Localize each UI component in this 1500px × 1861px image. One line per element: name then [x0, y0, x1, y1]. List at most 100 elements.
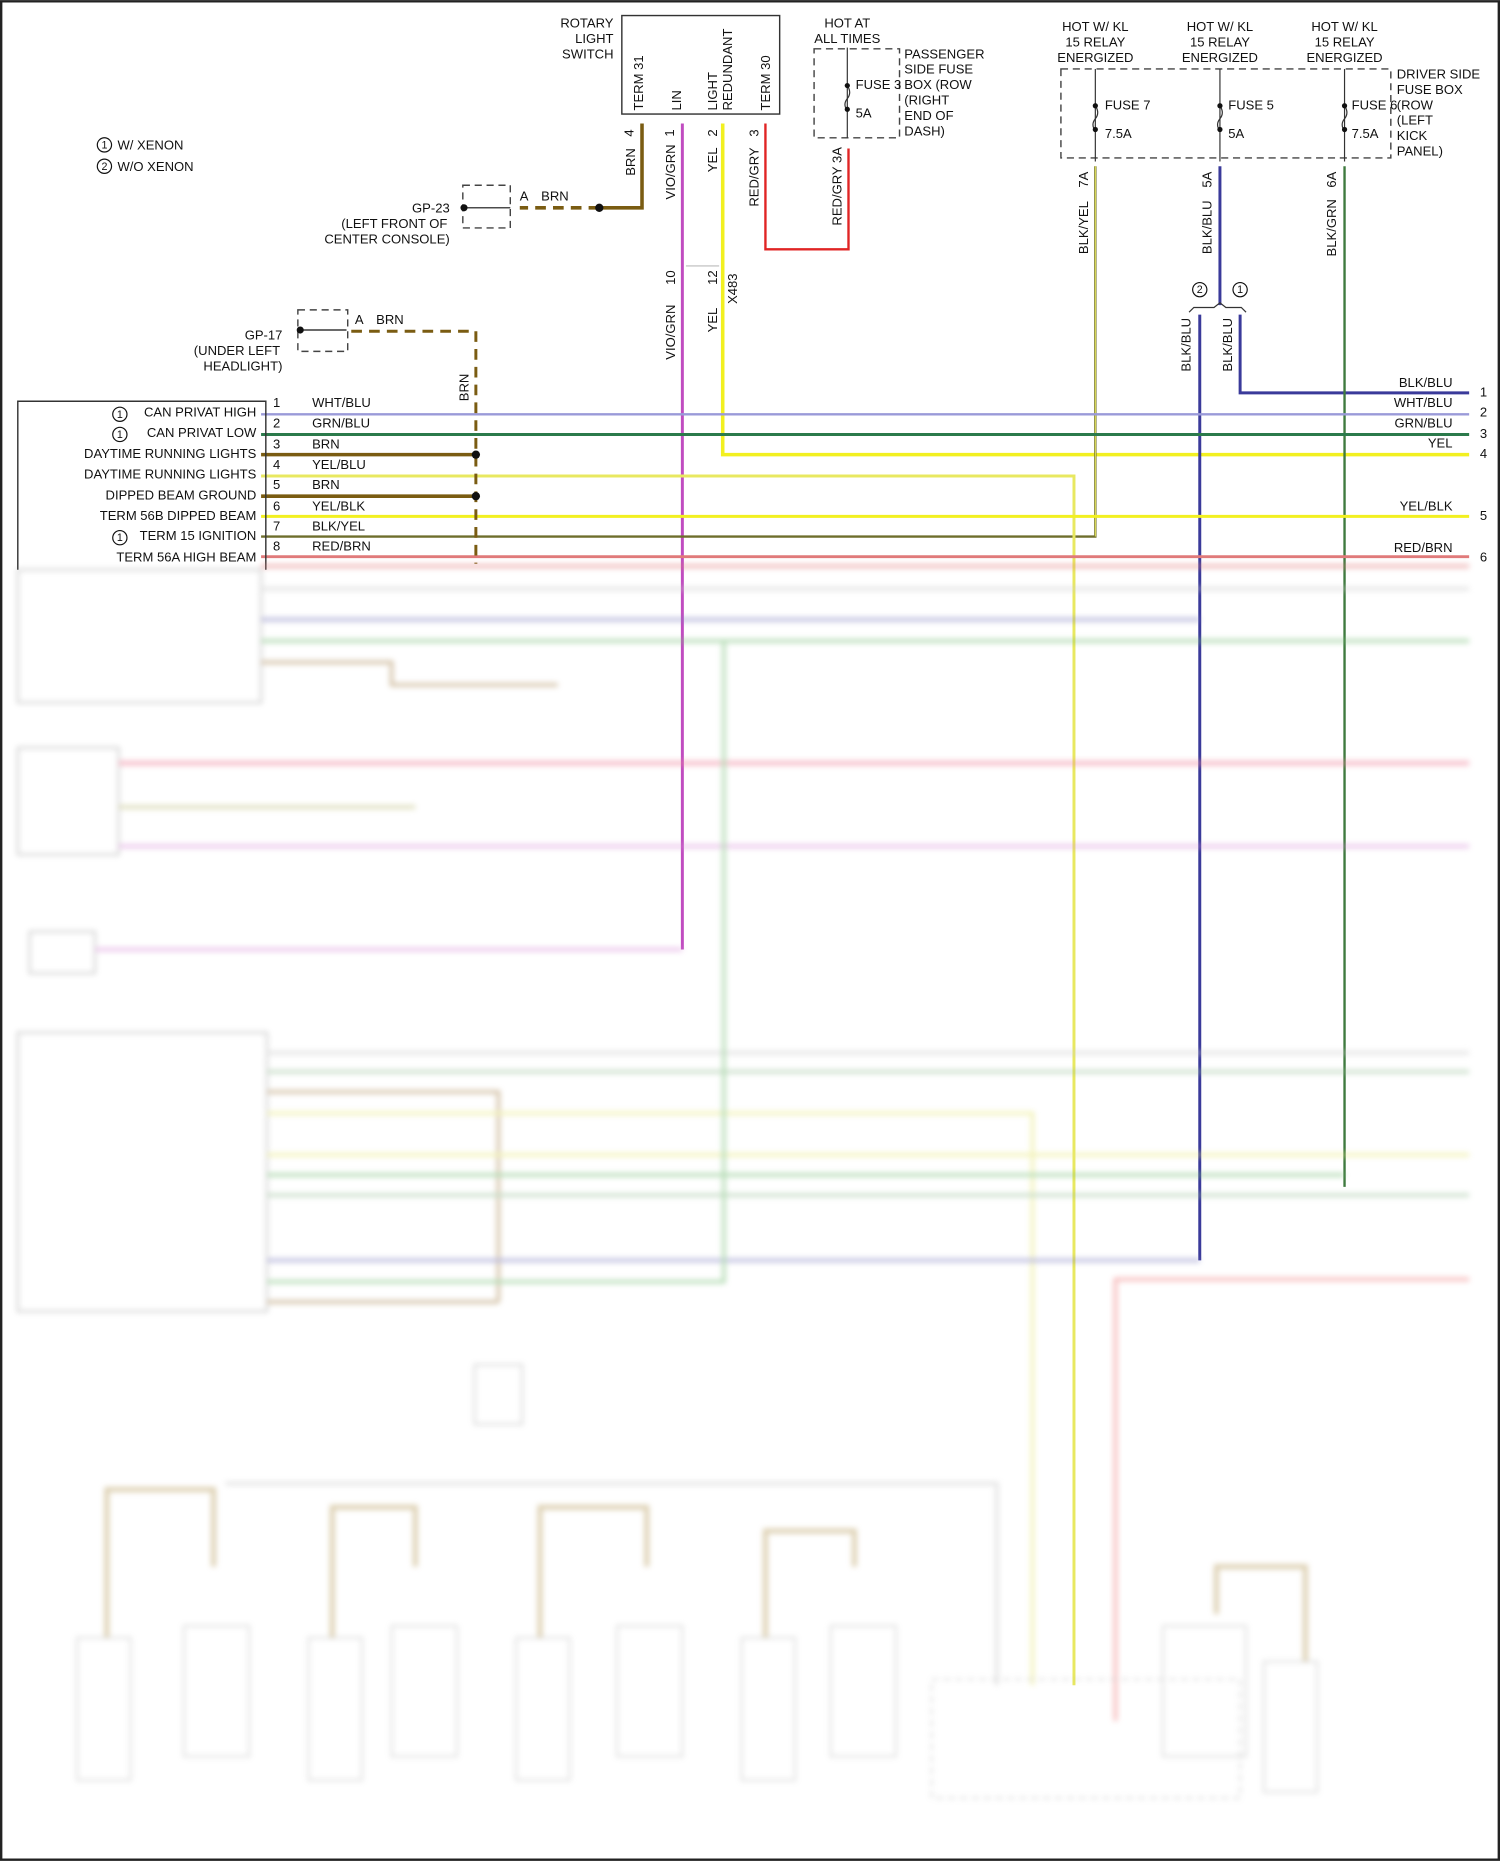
- blurred-component-box: [17, 747, 120, 856]
- left-pin-1: 1 CAN PRIVAT HIGH 1 WHT/BLU: [112, 395, 371, 422]
- left-pin-2: 1 CAN PRIVAT LOW 2 GRN/BLU: [112, 415, 370, 443]
- fuse-7-pin: 7A: [1076, 171, 1091, 187]
- fuse-5-pin: 5A: [1200, 171, 1215, 187]
- blurred-wire: [104, 1487, 216, 1638]
- gp17-location-1: (UNDER LEFT: [194, 343, 280, 358]
- fuse-5-hot-3: ENERGIZED: [1182, 50, 1258, 65]
- hot-at-1: HOT AT: [824, 15, 870, 30]
- gp23-wire: BRN: [541, 189, 569, 204]
- pin-5-wire: BRN: [312, 477, 340, 492]
- blurred-left-headlight-box: [17, 569, 262, 704]
- blurred-wire: [537, 1504, 650, 1638]
- fuse-icon: [1092, 105, 1099, 132]
- blurred-component-box: [307, 1637, 363, 1781]
- right-wire-2: WHT/BLU: [1394, 395, 1453, 410]
- blurred-component-box: [1162, 1625, 1247, 1758]
- fuse-3-dot-bottom: [844, 106, 850, 112]
- fuse-5-name: FUSE 5: [1228, 97, 1274, 112]
- blurred-wire: [267, 640, 726, 1284]
- option-splice: 2 1 BLK/BLU BLK/BLU: [1178, 281, 1248, 372]
- passenger-box-label-5: END OF: [904, 108, 953, 123]
- passenger-fuse-box-outline: [813, 48, 901, 139]
- option-num-2: 2: [1197, 284, 1203, 296]
- driver-box-label-6: PANEL): [1397, 144, 1443, 159]
- rotary-light-switch: ROTARY LIGHT SWITCH TERM 31 LIN LIGHT RE…: [560, 14, 781, 207]
- right-pin-4: 4: [1480, 446, 1487, 461]
- right-wire-3: GRN/BLU: [1395, 415, 1453, 430]
- right-wire-5: YEL/BLK: [1400, 498, 1453, 513]
- fuse-5-dot: [1217, 126, 1223, 133]
- pin-2-note: 1: [117, 429, 123, 441]
- right-wire-1: BLK/BLU: [1399, 375, 1453, 390]
- fuse-6-amps: 7.5A: [1352, 126, 1379, 141]
- left-pin-3: DAYTIME RUNNING LIGHTS 3 BRN: [84, 437, 340, 461]
- left-pin-5: DIPPED BEAM GROUND 5 BRN: [106, 477, 340, 503]
- gp23-pin: A: [520, 189, 529, 204]
- pin-6-label: TERM 56B DIPPED BEAM: [100, 508, 257, 523]
- legend-num-1: 1: [101, 139, 107, 151]
- fuse-7-hot-1: HOT W/ KL: [1062, 19, 1128, 34]
- ground-gp17: GP-17 (UNDER LEFT HEADLIGHT) A BRN BRN: [194, 309, 472, 402]
- gp17-wire: BRN: [376, 312, 404, 327]
- fuse-icon: [1216, 105, 1223, 132]
- right-pin-1: 1: [1480, 384, 1487, 399]
- legend-circle-1: [96, 137, 113, 153]
- left-connector-box: [17, 400, 267, 570]
- wire-brn-gp17: [351, 329, 478, 564]
- switch-title-3: SWITCH: [562, 46, 613, 61]
- pin-7-label: TERM 15 IGNITION: [140, 528, 257, 543]
- pin-4-label: DAYTIME RUNNING LIGHTS: [84, 466, 257, 481]
- blurred-component-box: [29, 931, 96, 974]
- pin-4-num: 4: [273, 457, 280, 472]
- splice-wire-opt2: BLK/BLU: [1178, 318, 1193, 372]
- fuse-6-pin: 6A: [1324, 171, 1339, 187]
- term30-label: TERM 30: [758, 55, 773, 110]
- blurred-right-headlight-box: [17, 1031, 268, 1313]
- wire-brn-term31: [599, 123, 644, 210]
- pin-6-num: 6: [273, 498, 280, 513]
- redundant-label: REDUNDANT: [720, 29, 735, 111]
- lin-label: LIN: [669, 90, 684, 110]
- splice-dot-gp23: [595, 203, 604, 212]
- term31-label: TERM 31: [631, 55, 646, 110]
- pin-1-label: CAN PRIVAT HIGH: [144, 405, 256, 420]
- gp23-location-1: (LEFT FRONT OF: [341, 216, 447, 231]
- passenger-box-label-6: DASH): [904, 123, 945, 138]
- blurred-component-box: [183, 1625, 250, 1758]
- pin-2: 2: [705, 129, 720, 136]
- gp17-box: [297, 309, 349, 353]
- switch-title-1: ROTARY: [560, 15, 613, 30]
- passenger-fuse-box: HOT AT ALL TIMES FUSE 3 5A PASSENGER SID…: [813, 15, 985, 226]
- passenger-box-label-4: (RIGHT: [904, 93, 949, 108]
- pin-3-label: DAYTIME RUNNING LIGHTS: [84, 446, 257, 461]
- blurred-wire: [261, 660, 558, 687]
- fuse-icon: [844, 85, 851, 111]
- gp17-down-wire: BRN: [457, 374, 472, 402]
- left-connector: 1 CAN PRIVAT HIGH 1 WHT/BLU 1 CAN PRIVAT…: [17, 395, 371, 570]
- fuse-7-hot-2: 15 RELAY: [1065, 34, 1125, 49]
- ground-gp23: GP-23 (LEFT FRONT OF CENTER CONSOLE) A B…: [324, 184, 569, 246]
- legend-label-2: W/O XENON: [117, 159, 193, 174]
- option-circle-2: [1192, 281, 1208, 298]
- fuse-3-amps: 5A: [856, 106, 872, 121]
- wire-red-gry: [764, 123, 850, 251]
- brace-icon: [1188, 301, 1247, 313]
- wire-blk-blu-opt1: [1238, 314, 1470, 395]
- blurred-component-box: [391, 1625, 458, 1758]
- blurred-component-box: [616, 1625, 683, 1758]
- fuse-3-name: FUSE 3: [856, 77, 902, 92]
- blurred-lower-diagram: [17, 564, 1470, 1799]
- fuse-6-dot: [1341, 103, 1348, 109]
- gp17-pin: A: [355, 312, 364, 327]
- pin-6-wire: YEL/BLK: [312, 498, 365, 513]
- left-pin-6: TERM 56B DIPPED BEAM 6 YEL/BLK: [100, 498, 366, 522]
- fuse-6: HOT W/ KL 15 RELAY ENERGIZED FUSE 6 7.5A…: [1306, 19, 1397, 256]
- driver-box-label-4: (LEFT: [1397, 113, 1433, 128]
- note-circle: [112, 529, 128, 546]
- fuse-6-dot: [1341, 126, 1348, 133]
- right-wire-4: YEL: [1428, 436, 1453, 451]
- pin-1-wire: WHT/BLU: [312, 395, 371, 410]
- blurred-component-box: [1263, 1660, 1318, 1793]
